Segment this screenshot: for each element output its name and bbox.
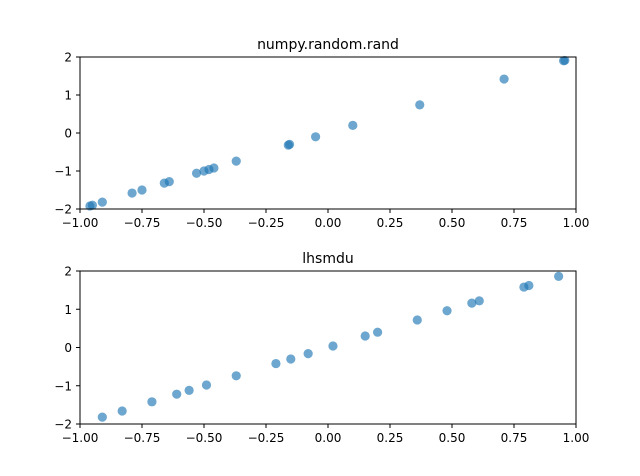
data-point bbox=[172, 389, 182, 399]
x-tick-label: 0.75 bbox=[501, 431, 528, 445]
data-point bbox=[127, 188, 137, 198]
x-tick-label: 0.75 bbox=[501, 216, 528, 230]
x-tick-label: 0.00 bbox=[315, 216, 342, 230]
y-tick-label: 1 bbox=[64, 303, 72, 317]
x-tick-label: 1.00 bbox=[563, 216, 590, 230]
x-tick-label: −1.00 bbox=[62, 216, 99, 230]
data-point bbox=[442, 306, 452, 316]
data-point bbox=[467, 298, 477, 308]
data-point bbox=[191, 168, 202, 178]
y-tick-label: −1 bbox=[54, 165, 72, 179]
x-tick-label: 1.00 bbox=[563, 431, 590, 445]
y-tick-label: −1 bbox=[54, 379, 72, 393]
x-tick-label: −0.25 bbox=[248, 216, 285, 230]
data-point bbox=[499, 74, 509, 84]
data-point bbox=[415, 100, 425, 110]
y-tick-label: 1 bbox=[64, 89, 72, 103]
data-point bbox=[524, 280, 534, 291]
x-tick-label: −0.75 bbox=[124, 431, 161, 445]
data-point bbox=[311, 132, 321, 142]
data-point bbox=[303, 349, 313, 359]
data-point bbox=[286, 354, 296, 364]
y-tick-label: 0 bbox=[64, 127, 72, 141]
x-tick-label: 0.50 bbox=[439, 431, 466, 445]
x-tick-label: 0.25 bbox=[377, 431, 404, 445]
data-point bbox=[554, 271, 564, 281]
data-point bbox=[474, 296, 484, 306]
data-point bbox=[560, 55, 570, 66]
data-point bbox=[373, 327, 383, 337]
data-point bbox=[87, 200, 97, 210]
data-point bbox=[97, 197, 107, 207]
bottom-subplot: lhsmdu −1.00 −0.75 −0.50 −0.25 0.00 0.25 0.50 0.… bbox=[54, 251, 589, 445]
data-point bbox=[360, 331, 370, 341]
data-point bbox=[271, 358, 281, 369]
y-tick-label: 0 bbox=[64, 341, 72, 355]
top-subplot: numpy.random.rand −1.00 −0.75 −0.50 −0.25 0.0… bbox=[54, 37, 589, 230]
data-point bbox=[209, 163, 219, 173]
data-point bbox=[348, 120, 358, 130]
data-point bbox=[97, 412, 107, 422]
data-point bbox=[284, 139, 295, 149]
x-tick-label: 0.50 bbox=[439, 216, 466, 230]
x-tick-label: −0.50 bbox=[186, 431, 223, 445]
data-point bbox=[117, 406, 127, 416]
y-tick-label: 2 bbox=[64, 265, 72, 279]
x-tick-label: 0.00 bbox=[315, 431, 342, 445]
x-tick-label: −0.50 bbox=[186, 216, 223, 230]
data-point bbox=[164, 177, 174, 187]
y-tick-label: −2 bbox=[54, 203, 72, 217]
x-tick-label: −0.75 bbox=[124, 216, 161, 230]
chart-title: lhsmdu bbox=[302, 251, 353, 267]
data-point bbox=[328, 341, 338, 351]
x-tick-label: −1.00 bbox=[62, 431, 99, 445]
data-point bbox=[147, 397, 157, 407]
data-point bbox=[184, 385, 194, 395]
data-point bbox=[231, 371, 241, 381]
y-tick-label: −2 bbox=[54, 418, 72, 432]
data-point bbox=[231, 156, 241, 166]
data-point bbox=[201, 380, 212, 390]
chart-title: numpy.random.rand bbox=[257, 37, 399, 53]
data-point bbox=[137, 185, 147, 195]
data-point bbox=[412, 315, 422, 325]
x-tick-label: −0.25 bbox=[248, 431, 285, 445]
x-tick-label: 0.25 bbox=[377, 216, 404, 230]
y-tick-label: 2 bbox=[64, 51, 72, 65]
